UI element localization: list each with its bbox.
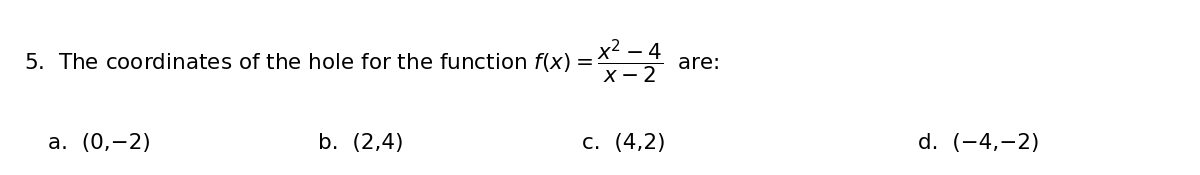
Text: b.  (2,4): b. (2,4) — [318, 134, 403, 153]
Text: c.  (4,2): c. (4,2) — [582, 134, 666, 153]
Text: 5.  The coordinates of the hole for the function $f(x) = \dfrac{x^2-4}{x-2}$  ar: 5. The coordinates of the hole for the f… — [24, 37, 720, 85]
Text: a.  (0,−2): a. (0,−2) — [48, 134, 151, 153]
Text: d.  (−4,−2): d. (−4,−2) — [918, 134, 1039, 153]
